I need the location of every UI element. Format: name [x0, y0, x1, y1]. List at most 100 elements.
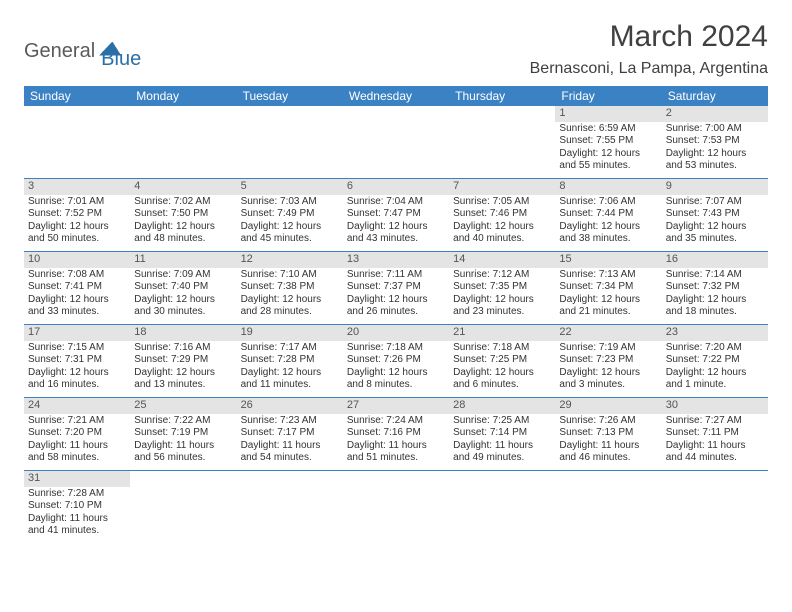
day-sunrise: Sunrise: 7:09 AM	[134, 269, 232, 282]
day-body: Sunrise: 7:18 AMSunset: 7:26 PMDaylight:…	[343, 341, 449, 395]
day-sunset: Sunset: 7:28 PM	[241, 354, 339, 367]
day-number: 8	[555, 179, 661, 195]
day-body: Sunrise: 7:18 AMSunset: 7:25 PMDaylight:…	[449, 341, 555, 395]
day-number: 2	[662, 106, 768, 122]
day-number: 23	[662, 325, 768, 341]
week-row: 24Sunrise: 7:21 AMSunset: 7:20 PMDayligh…	[24, 398, 768, 471]
weekday-header: Wednesday	[343, 86, 449, 106]
day-number: 3	[24, 179, 130, 195]
day-day1: Daylight: 11 hours	[559, 440, 657, 453]
day-cell: 19Sunrise: 7:17 AMSunset: 7:28 PMDayligh…	[237, 325, 343, 397]
day-number: 5	[237, 179, 343, 195]
day-day2: and 11 minutes.	[241, 379, 339, 392]
day-day1: Daylight: 11 hours	[28, 513, 126, 526]
day-number: 13	[343, 252, 449, 268]
day-day1: Daylight: 12 hours	[28, 221, 126, 234]
day-day2: and 3 minutes.	[559, 379, 657, 392]
day-sunrise: Sunrise: 7:15 AM	[28, 342, 126, 355]
day-cell: 8Sunrise: 7:06 AMSunset: 7:44 PMDaylight…	[555, 179, 661, 251]
day-sunset: Sunset: 7:47 PM	[347, 208, 445, 221]
weeks-container: 1Sunrise: 6:59 AMSunset: 7:55 PMDaylight…	[24, 106, 768, 543]
day-sunset: Sunset: 7:38 PM	[241, 281, 339, 294]
day-day2: and 48 minutes.	[134, 233, 232, 246]
day-cell: 17Sunrise: 7:15 AMSunset: 7:31 PMDayligh…	[24, 325, 130, 397]
day-sunrise: Sunrise: 7:23 AM	[241, 415, 339, 428]
day-day2: and 46 minutes.	[559, 452, 657, 465]
weekday-header: Saturday	[662, 86, 768, 106]
day-cell: 31Sunrise: 7:28 AMSunset: 7:10 PMDayligh…	[24, 471, 130, 543]
day-cell	[343, 471, 449, 543]
day-day2: and 23 minutes.	[453, 306, 551, 319]
day-body: Sunrise: 7:21 AMSunset: 7:20 PMDaylight:…	[24, 414, 130, 468]
day-cell: 1Sunrise: 6:59 AMSunset: 7:55 PMDaylight…	[555, 106, 661, 178]
day-body: Sunrise: 7:03 AMSunset: 7:49 PMDaylight:…	[237, 195, 343, 249]
day-day2: and 40 minutes.	[453, 233, 551, 246]
day-body: Sunrise: 7:20 AMSunset: 7:22 PMDaylight:…	[662, 341, 768, 395]
day-cell: 23Sunrise: 7:20 AMSunset: 7:22 PMDayligh…	[662, 325, 768, 397]
day-day1: Daylight: 11 hours	[134, 440, 232, 453]
day-day1: Daylight: 12 hours	[666, 148, 764, 161]
day-sunset: Sunset: 7:43 PM	[666, 208, 764, 221]
day-sunrise: Sunrise: 6:59 AM	[559, 123, 657, 136]
weekday-header: Tuesday	[237, 86, 343, 106]
day-sunrise: Sunrise: 7:18 AM	[347, 342, 445, 355]
day-sunset: Sunset: 7:53 PM	[666, 135, 764, 148]
day-body: Sunrise: 7:28 AMSunset: 7:10 PMDaylight:…	[24, 487, 130, 541]
day-day2: and 18 minutes.	[666, 306, 764, 319]
day-cell	[237, 471, 343, 543]
day-number: 24	[24, 398, 130, 414]
weekday-header: Friday	[555, 86, 661, 106]
day-day1: Daylight: 12 hours	[347, 294, 445, 307]
day-day2: and 56 minutes.	[134, 452, 232, 465]
day-cell	[130, 106, 236, 178]
day-sunrise: Sunrise: 7:01 AM	[28, 196, 126, 209]
day-sunrise: Sunrise: 7:14 AM	[666, 269, 764, 282]
day-day2: and 54 minutes.	[241, 452, 339, 465]
weekday-header: Monday	[130, 86, 236, 106]
week-row: 31Sunrise: 7:28 AMSunset: 7:10 PMDayligh…	[24, 471, 768, 543]
weekday-header: Thursday	[449, 86, 555, 106]
day-body: Sunrise: 7:26 AMSunset: 7:13 PMDaylight:…	[555, 414, 661, 468]
day-sunset: Sunset: 7:11 PM	[666, 427, 764, 440]
day-number: 21	[449, 325, 555, 341]
day-body: Sunrise: 7:10 AMSunset: 7:38 PMDaylight:…	[237, 268, 343, 322]
day-sunset: Sunset: 7:35 PM	[453, 281, 551, 294]
day-day1: Daylight: 12 hours	[559, 367, 657, 380]
day-sunset: Sunset: 7:25 PM	[453, 354, 551, 367]
day-day1: Daylight: 12 hours	[453, 221, 551, 234]
day-day1: Daylight: 12 hours	[134, 221, 232, 234]
day-body: Sunrise: 6:59 AMSunset: 7:55 PMDaylight:…	[555, 122, 661, 176]
day-sunrise: Sunrise: 7:08 AM	[28, 269, 126, 282]
weekday-header-row: Sunday Monday Tuesday Wednesday Thursday…	[24, 86, 768, 106]
day-day1: Daylight: 11 hours	[453, 440, 551, 453]
day-cell: 22Sunrise: 7:19 AMSunset: 7:23 PMDayligh…	[555, 325, 661, 397]
day-sunrise: Sunrise: 7:28 AM	[28, 488, 126, 501]
day-sunrise: Sunrise: 7:27 AM	[666, 415, 764, 428]
day-day1: Daylight: 11 hours	[347, 440, 445, 453]
day-cell: 30Sunrise: 7:27 AMSunset: 7:11 PMDayligh…	[662, 398, 768, 470]
day-sunrise: Sunrise: 7:19 AM	[559, 342, 657, 355]
day-cell: 29Sunrise: 7:26 AMSunset: 7:13 PMDayligh…	[555, 398, 661, 470]
logo: General Blue	[24, 20, 141, 71]
day-cell: 13Sunrise: 7:11 AMSunset: 7:37 PMDayligh…	[343, 252, 449, 324]
day-cell: 9Sunrise: 7:07 AMSunset: 7:43 PMDaylight…	[662, 179, 768, 251]
day-number: 20	[343, 325, 449, 341]
day-number: 9	[662, 179, 768, 195]
day-day2: and 30 minutes.	[134, 306, 232, 319]
day-cell: 3Sunrise: 7:01 AMSunset: 7:52 PMDaylight…	[24, 179, 130, 251]
day-sunset: Sunset: 7:10 PM	[28, 500, 126, 513]
day-number: 6	[343, 179, 449, 195]
day-cell: 25Sunrise: 7:22 AMSunset: 7:19 PMDayligh…	[130, 398, 236, 470]
day-sunrise: Sunrise: 7:17 AM	[241, 342, 339, 355]
day-cell: 5Sunrise: 7:03 AMSunset: 7:49 PMDaylight…	[237, 179, 343, 251]
day-body: Sunrise: 7:11 AMSunset: 7:37 PMDaylight:…	[343, 268, 449, 322]
day-number: 15	[555, 252, 661, 268]
day-day2: and 38 minutes.	[559, 233, 657, 246]
day-sunset: Sunset: 7:34 PM	[559, 281, 657, 294]
day-body: Sunrise: 7:24 AMSunset: 7:16 PMDaylight:…	[343, 414, 449, 468]
day-sunrise: Sunrise: 7:21 AM	[28, 415, 126, 428]
day-body: Sunrise: 7:12 AMSunset: 7:35 PMDaylight:…	[449, 268, 555, 322]
day-sunrise: Sunrise: 7:13 AM	[559, 269, 657, 282]
day-day1: Daylight: 12 hours	[559, 148, 657, 161]
day-sunset: Sunset: 7:41 PM	[28, 281, 126, 294]
